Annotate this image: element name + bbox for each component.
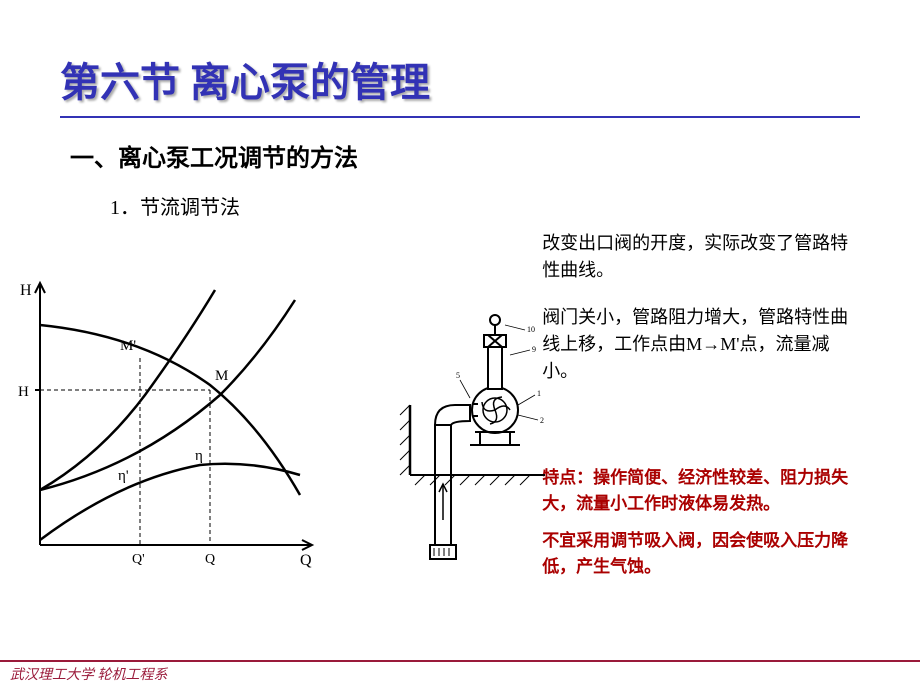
label-m-prime: M' [120,338,136,354]
pump-curve [40,325,300,495]
subsection-heading: 1．节流调节法 [110,191,860,220]
section-heading: 一、离心泵工况调节的方法 [70,138,860,173]
axis-x-label: Q [300,552,312,569]
system-curve-1 [40,300,295,490]
label-q: Q [205,552,215,567]
left-column: H Q M M' η η' [60,230,532,591]
svg-text:9: 9 [532,345,536,354]
label-eta: η [195,448,203,464]
footer-rule [0,660,920,662]
highlight-1: 特点：操作简便、经济性较差、阻力损失大，流量小工作时液体易发热。 [542,465,860,516]
page-title: 第六节 离心泵的管理 [60,50,860,118]
label-eta-prime: η' [118,468,129,484]
svg-text:5: 5 [456,371,460,380]
svg-text:10: 10 [527,325,535,334]
efficiency-curve [40,464,300,540]
svg-text:2: 2 [540,416,544,425]
slide: 第六节 离心泵的管理 一、离心泵工况调节的方法 1．节流调节法 H Q [0,0,920,690]
axis-y-label: H [20,282,32,299]
pump-schematic: 10 9 1 2 5 [360,310,550,570]
content-row: H Q M M' η η' [60,230,860,591]
footer-text: 武汉理工大学 轮机工程系 [10,664,168,684]
label-h-tick: H [18,384,29,400]
label-q-prime: Q' [132,552,145,567]
label-m: M [215,368,228,384]
right-column: 改变出口阀的开度，实际改变了管路特性曲线。 阀门关小，管路阻力增大，管路特性曲线… [532,230,860,591]
throttling-chart: H Q M M' η η' [0,265,330,575]
svg-text:1: 1 [537,389,541,398]
highlight-2: 不宜采用调节吸入阀，因会使吸入压力降低，产生气蚀。 [542,528,860,579]
paragraph-2: 阀门关小，管路阻力增大，管路特性曲线上移，工作点由M→M'点，流量减小。 [542,304,860,385]
paragraph-1: 改变出口阀的开度，实际改变了管路特性曲线。 [542,230,860,284]
